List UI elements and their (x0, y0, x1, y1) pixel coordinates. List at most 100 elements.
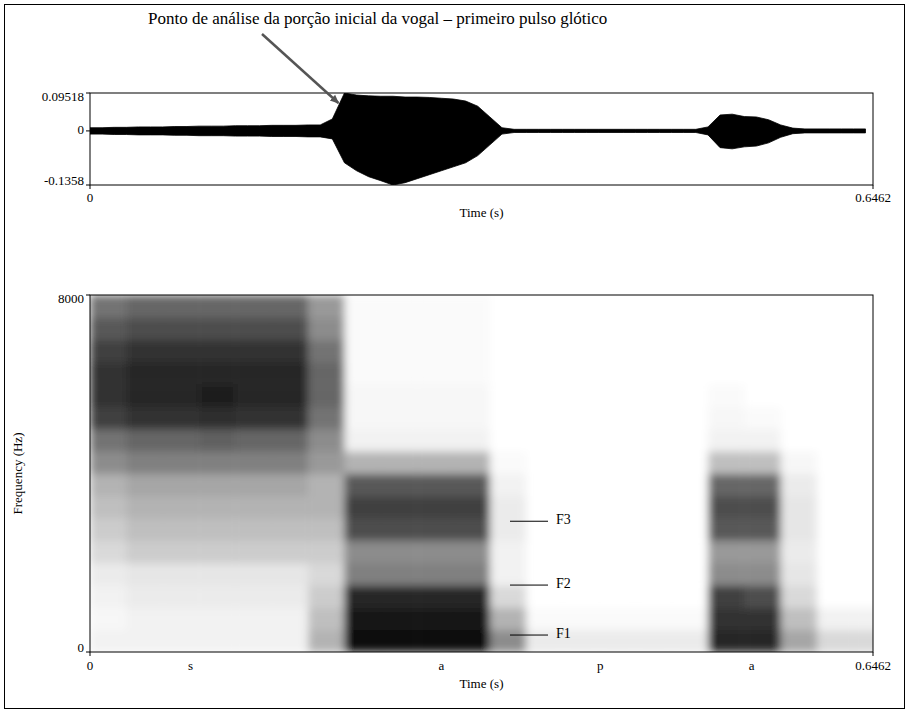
y-tick-label: 8000 (58, 291, 84, 306)
spectrogram-cell (672, 630, 709, 652)
spectrogram-cell (272, 429, 309, 452)
spectrogram-cell (817, 474, 854, 497)
spectrogram-cell (381, 295, 418, 318)
spectrogram-cell (744, 429, 781, 452)
spectrogram-cell (599, 607, 636, 630)
spectrogram-cell (708, 407, 745, 430)
spectrogram-cell (235, 563, 272, 586)
spectrogram-cell (417, 295, 454, 318)
spectrogram-cell (599, 384, 636, 407)
formant-label: F1 (556, 626, 571, 641)
spectrogram-cell (344, 429, 381, 452)
spectrogram-cell (490, 429, 527, 452)
spectrogram-cell (672, 451, 709, 474)
spectrogram-cell (817, 384, 854, 407)
spectrogram-cell (381, 630, 418, 652)
spectrogram-cell (526, 317, 563, 340)
spectrogram-cell (163, 407, 200, 430)
spectrogram-cell (417, 429, 454, 452)
spectrogram-cell (454, 496, 491, 519)
spectrogram-cell (163, 540, 200, 563)
spectrogram-cell (308, 607, 345, 630)
spectrogram-cell (744, 295, 781, 318)
spectrogram-cell (199, 540, 236, 563)
spectrogram-cell (454, 340, 491, 363)
spectrogram-cell (635, 317, 672, 340)
spectrogram-cell (235, 607, 272, 630)
spectrogram-cell (344, 317, 381, 340)
spectrogram-cell (308, 429, 345, 452)
y-axis-title: Frequency (Hz) (10, 433, 25, 515)
spectrogram-cell (163, 474, 200, 497)
spectrogram-cell (563, 474, 600, 497)
waveform (90, 93, 865, 185)
spectrogram-cell (126, 540, 163, 563)
spectrogram-cell (744, 563, 781, 586)
spectrogram-cell (817, 540, 854, 563)
spectrogram-cell (126, 295, 163, 318)
spectrogram-cell (563, 295, 600, 318)
spectrogram-cell (235, 295, 272, 318)
segment-label: a (439, 658, 445, 673)
spectrogram-cell (199, 630, 236, 652)
spectrogram-cell (272, 630, 309, 652)
spectrogram-cell (235, 429, 272, 452)
spectrogram-cell (454, 362, 491, 385)
spectrogram-cell (708, 563, 745, 586)
spectrogram-cell (454, 451, 491, 474)
spectrogram-cell (454, 585, 491, 608)
spectrogram-cell (744, 407, 781, 430)
spectrogram-cell (126, 340, 163, 363)
spectrogram-cell (417, 317, 454, 340)
spectrogram-cell (599, 630, 636, 652)
spectrogram-cell (708, 607, 745, 630)
spectrogram-cell (90, 384, 127, 407)
formant-marker (510, 521, 548, 522)
spectrogram-cell (563, 384, 600, 407)
spectrogram-cell (417, 607, 454, 630)
spectrogram-cell (381, 340, 418, 363)
spectrogram-cell (599, 407, 636, 430)
spectrogram-cell (635, 496, 672, 519)
spectrogram-cell (308, 317, 345, 340)
spectrogram-cell (635, 340, 672, 363)
spectrogram-cell (526, 362, 563, 385)
spectrogram-cell (853, 384, 873, 407)
spectrogram-cell (635, 518, 672, 541)
spectrogram-cell (744, 585, 781, 608)
spectrogram-cell (344, 474, 381, 497)
spectrogram-cell (490, 295, 527, 318)
spectrogram-cell (417, 496, 454, 519)
spectrogram-cell (272, 317, 309, 340)
spectrogram-cell (563, 407, 600, 430)
formant-label: F3 (556, 512, 571, 527)
waveform-plot (90, 93, 865, 185)
spectrogram-cell (454, 563, 491, 586)
spectrogram-cell (344, 518, 381, 541)
spectrogram-cell (853, 429, 873, 452)
spectrogram-cell (126, 384, 163, 407)
spectrogram-cell (454, 384, 491, 407)
spectrogram-cell (344, 451, 381, 474)
spectrogram-cell (272, 451, 309, 474)
spectrogram-cell (781, 474, 818, 497)
y-tick (86, 185, 90, 186)
spectrogram-cell (672, 496, 709, 519)
spectrogram-cell (817, 563, 854, 586)
spectrogram-cell (308, 384, 345, 407)
spectrogram-cell (817, 585, 854, 608)
spectrogram-cell (272, 340, 309, 363)
spectrogram-cell (126, 451, 163, 474)
waveform-frame (90, 93, 873, 185)
spectrogram-cell (90, 407, 127, 430)
x-tick (90, 652, 91, 656)
spectrogram-cell (490, 451, 527, 474)
x-tick (873, 185, 874, 189)
spectrogram-cell (344, 607, 381, 630)
spectrogram-cell (381, 607, 418, 630)
spectrogram-cell (272, 362, 309, 385)
spectrogram-cell (817, 362, 854, 385)
spectrogram-cell (126, 429, 163, 452)
spectrogram-cell (163, 384, 200, 407)
spectrogram-cell (199, 585, 236, 608)
